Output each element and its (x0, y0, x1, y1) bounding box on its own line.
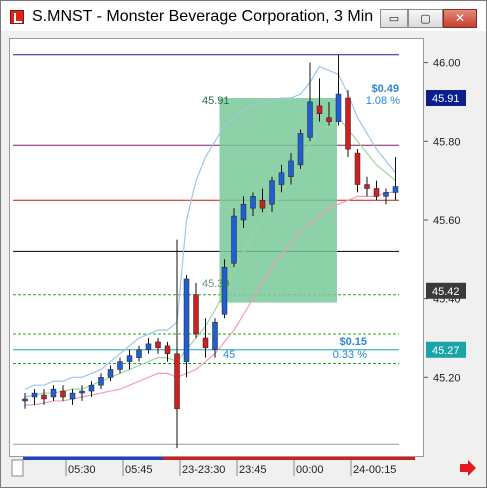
price-marker-label: 45.27 (432, 345, 460, 357)
lower-band-line (25, 191, 396, 406)
red-right-arrow-icon[interactable] (460, 460, 476, 476)
box-bottom-label: 45.39 (202, 278, 230, 290)
title-bar[interactable]: S.MNST - Monster Beverage Corporation, 3… (1, 1, 486, 31)
price-marker-box (426, 90, 466, 107)
chart-plot-area[interactable] (9, 38, 424, 457)
candle-body (316, 105, 323, 114)
price-marker-box (426, 282, 466, 299)
close-button[interactable]: ✕ (443, 9, 477, 28)
candle-body (392, 186, 399, 193)
candle-body (50, 388, 57, 398)
candle-body (183, 278, 190, 362)
candle-body (269, 180, 275, 205)
candle-body (231, 215, 237, 264)
candle-body (221, 266, 228, 315)
candle-body (297, 133, 304, 166)
time-tick-label: 24-00:15 (353, 464, 396, 476)
time-tick-label: 23:45 (239, 464, 267, 476)
candle-body (79, 390, 85, 394)
candle-body (345, 97, 351, 150)
small-percent-label: 0.33 % (333, 349, 367, 361)
maximize-button[interactable]: ▢ (408, 9, 443, 28)
price-tick-label: 45.80 (433, 136, 461, 148)
price-tick-label: 45.20 (433, 372, 461, 384)
small-amount-label: $0.15 (339, 336, 367, 348)
time-tick-label: 05:30 (68, 464, 96, 476)
candle-body (145, 343, 152, 351)
candles (22, 54, 399, 449)
candle-body (164, 345, 171, 354)
candle-body (250, 196, 256, 209)
candle-body (288, 160, 294, 177)
time-tick-label: 00:00 (296, 464, 324, 476)
price-marker-box (426, 341, 466, 358)
candle-body (136, 349, 142, 358)
time-tick-label: 05:45 (125, 464, 153, 476)
time-axis-corner (11, 459, 24, 477)
time-axis-session (23, 457, 163, 460)
candle-body (88, 384, 95, 392)
chart-app-icon[interactable] (10, 10, 24, 24)
candle-body (126, 355, 133, 362)
time-tick-labels: 05:30 05:45 23-23:30 23:45 00:00 24-00:15 (65, 460, 396, 476)
small-price-label: 45 (223, 349, 235, 361)
candle-body (107, 369, 114, 378)
time-axis-highlight (23, 457, 415, 460)
time-axis[interactable] (9, 457, 424, 479)
candle-body (174, 353, 180, 410)
candle-body (60, 390, 66, 398)
box-top-label: 45.91 (202, 95, 230, 107)
candle-body (259, 200, 266, 209)
candle-body (240, 203, 247, 221)
window-title: S.MNST - Monster Beverage Corporation, 3… (32, 8, 374, 25)
gain-amount-label: $0.49 (371, 83, 399, 95)
candle-body (41, 394, 47, 400)
candle-body (155, 341, 161, 349)
candle-body (193, 294, 199, 335)
candle-body (335, 93, 342, 122)
price-markers: 45.91 45.42 45.27 (426, 90, 466, 358)
price-axis[interactable] (424, 38, 480, 457)
price-tick-label: 46.00 (433, 58, 461, 70)
middle-band-line (24, 116, 396, 398)
candle-body (307, 101, 313, 138)
price-tick-label: 45.60 (433, 215, 461, 227)
candle-body (212, 321, 218, 351)
candle-body (383, 192, 389, 197)
upper-band-line (24, 65, 396, 390)
candle-body (31, 392, 38, 398)
candle-body (98, 377, 104, 386)
minimize-button[interactable]: ▭ (380, 9, 408, 28)
price-marker-label: 45.91 (432, 93, 460, 105)
candle-body (69, 392, 76, 400)
time-tick-label: 23-23:30 (182, 464, 225, 476)
gain-percent-label: 1.08 % (366, 95, 400, 107)
candle-body (117, 361, 123, 370)
candle-body (278, 172, 285, 185)
candle-body (364, 184, 370, 189)
candle-body (373, 188, 380, 197)
candle-body (22, 398, 28, 402)
measure-box[interactable] (219, 98, 338, 303)
candle-body (326, 117, 332, 122)
candle-body (354, 152, 361, 185)
price-marker-label: 45.42 (432, 286, 460, 298)
candle-body (202, 337, 209, 349)
bollinger-bands (24, 65, 396, 406)
